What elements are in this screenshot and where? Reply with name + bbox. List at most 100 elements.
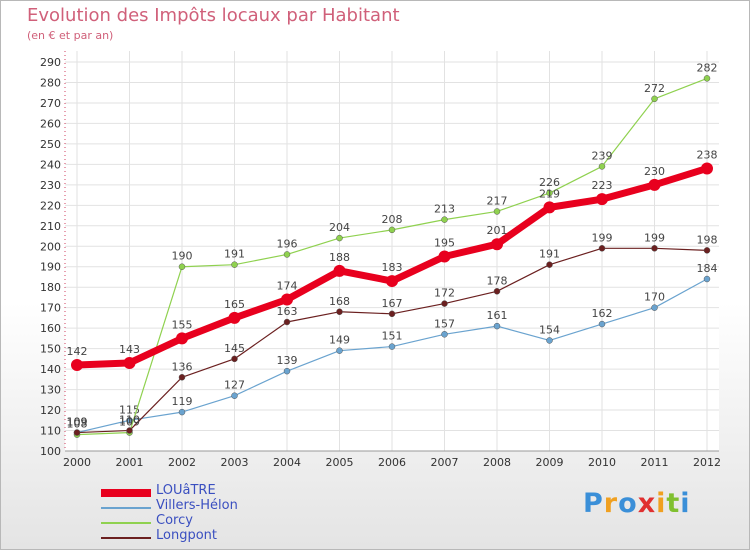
x-tick-label: 2006 [378, 456, 406, 469]
data-point [493, 322, 501, 330]
data-point [178, 408, 186, 416]
y-tick-label: 230 [40, 179, 61, 192]
logo-letter: x [637, 488, 657, 519]
data-label: 110 [119, 414, 140, 427]
x-tick-label: 2004 [273, 456, 301, 469]
data-label: 157 [434, 317, 455, 330]
data-point [598, 245, 606, 252]
data-label: 195 [434, 237, 455, 250]
y-tick-label: 280 [40, 76, 61, 89]
data-label: 201 [487, 224, 508, 237]
y-tick-label: 140 [40, 363, 61, 376]
data-point [596, 193, 608, 206]
data-label: 198 [697, 233, 718, 246]
data-label: 213 [434, 203, 455, 216]
y-tick-label: 290 [40, 56, 61, 69]
data-point [126, 427, 133, 434]
data-label: 161 [487, 309, 508, 322]
data-point [281, 293, 293, 306]
data-point [71, 359, 83, 372]
data-point [283, 318, 291, 326]
data-point [333, 264, 346, 277]
data-point [703, 275, 711, 283]
y-tick-label: 150 [40, 343, 61, 356]
data-point [651, 95, 658, 103]
y-tick-label: 170 [40, 302, 61, 315]
data-label: 272 [644, 82, 665, 95]
y-tick-label: 160 [40, 322, 61, 335]
data-label: 239 [592, 149, 613, 162]
data-label: 149 [329, 334, 350, 347]
data-label: 196 [277, 237, 298, 250]
data-label: 115 [119, 403, 140, 416]
data-point [701, 162, 713, 175]
data-label: 183 [382, 261, 403, 274]
data-point [546, 337, 553, 344]
data-label: 109 [67, 416, 88, 429]
y-tick-label: 200 [40, 240, 61, 253]
data-label: 172 [434, 287, 455, 300]
data-label: 139 [277, 354, 298, 367]
data-label: 178 [487, 274, 508, 287]
y-tick-label: 180 [40, 281, 61, 294]
data-label: 145 [224, 342, 245, 355]
data-label: 190 [172, 250, 193, 263]
data-label: 226 [539, 176, 560, 189]
data-point [543, 201, 556, 214]
data-point [438, 250, 451, 263]
data-label: 191 [539, 248, 560, 261]
y-tick-label: 250 [40, 138, 61, 151]
y-tick-label: 260 [40, 117, 61, 130]
data-label: 119 [172, 395, 193, 408]
data-point [648, 178, 661, 191]
data-point [546, 189, 553, 197]
data-label: 217 [487, 194, 508, 207]
data-label: 174 [277, 279, 298, 292]
logo-letter: i [680, 488, 691, 519]
y-tick-label: 110 [40, 425, 61, 438]
data-point [336, 234, 343, 242]
legend-swatch [101, 537, 151, 539]
data-point [231, 355, 238, 363]
data-point [231, 261, 238, 268]
data-label: 155 [172, 318, 193, 331]
data-label: 162 [592, 307, 613, 320]
legend-label: LOUâTRE [156, 483, 216, 498]
data-label: 154 [539, 323, 560, 336]
data-point [493, 288, 501, 295]
legend-label: Villers-Hélon [156, 498, 238, 513]
x-tick-label: 2000 [63, 456, 91, 469]
data-label: 163 [277, 305, 298, 318]
data-point [651, 245, 658, 252]
data-label: 199 [644, 231, 665, 244]
y-tick-label: 190 [40, 261, 61, 274]
data-label: 165 [224, 298, 245, 311]
x-tick-label: 2010 [588, 456, 616, 469]
data-label: 151 [382, 330, 403, 343]
x-tick-label: 2011 [641, 456, 669, 469]
data-label: 230 [644, 165, 665, 178]
data-label: 167 [382, 297, 403, 310]
proxiti-logo: Proxiti [583, 488, 691, 519]
data-point [493, 208, 501, 215]
data-point [491, 238, 503, 251]
data-point [441, 331, 448, 338]
data-label: 282 [697, 61, 718, 74]
x-tick-label: 2005 [326, 456, 354, 469]
legend-label: Corcy [156, 513, 193, 528]
legend-label: Longpont [156, 528, 218, 543]
data-label: 142 [67, 345, 88, 358]
x-tick-label: 2009 [536, 456, 564, 469]
data-point [598, 163, 606, 170]
data-point [441, 216, 448, 223]
data-point [388, 310, 396, 318]
y-tick-label: 100 [40, 445, 61, 458]
data-point [176, 332, 188, 345]
y-tick-label: 240 [40, 158, 61, 171]
data-point [441, 300, 448, 307]
legend-swatch [101, 489, 151, 497]
data-label: 108 [67, 418, 88, 431]
data-label: 136 [172, 360, 193, 373]
y-tick-label: 210 [40, 220, 61, 233]
